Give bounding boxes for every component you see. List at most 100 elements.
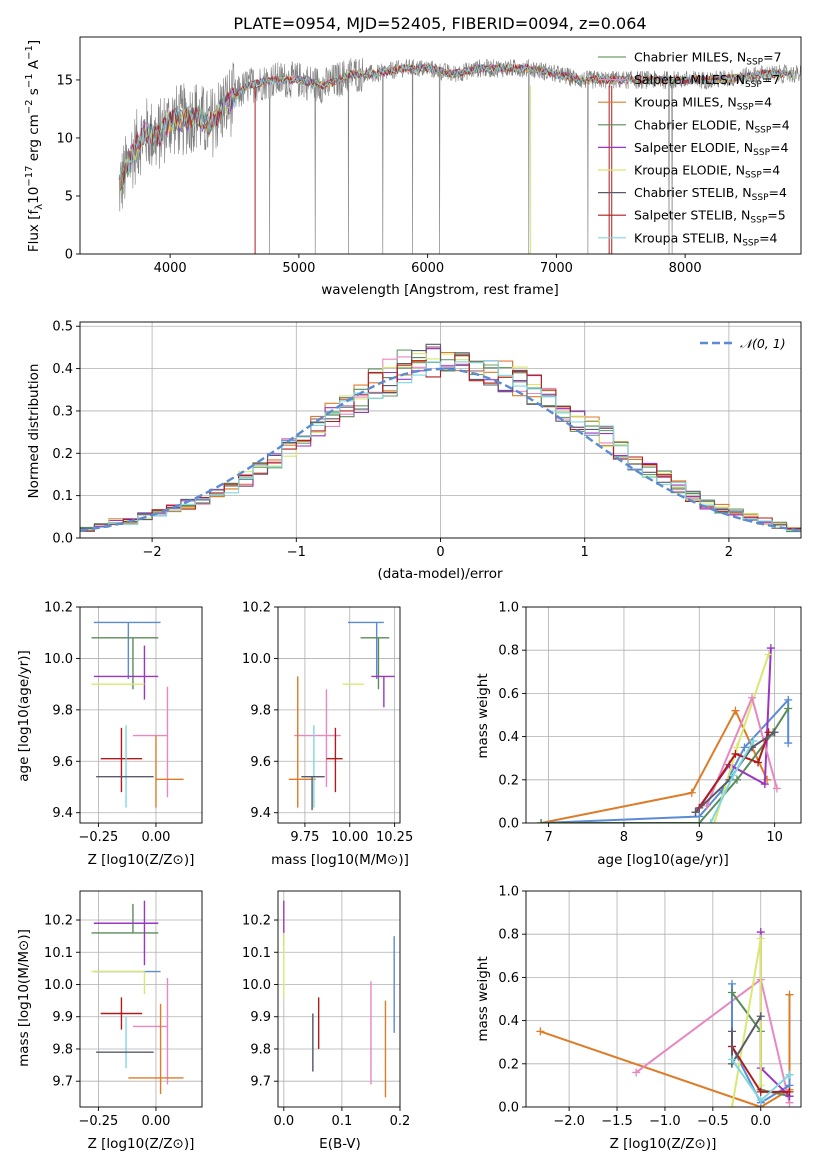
histogram-step-series [80, 360, 801, 531]
ylabel-part: −2 [24, 99, 35, 114]
mass-age-axes: 9.75 10.00 10.25 9.4 9.6 9.8 10.0 10.2 [242, 601, 413, 846]
mass-weight-point [731, 706, 740, 715]
mass-weight-point [756, 1087, 765, 1096]
mass-weight-series [540, 994, 791, 1107]
legend-label: Salpeter STELIB, NSSP=5 [634, 208, 786, 226]
y-tick-label: 9.8 [250, 1042, 271, 1057]
y-tick-label: 0.5 [52, 320, 73, 335]
age-weight-xlabel: age [log10(age/yr)] [597, 852, 729, 868]
mass-weight-point [702, 801, 711, 810]
y-tick-label: 0.0 [52, 532, 73, 547]
mass-weight-point [710, 819, 719, 823]
y-tick-label: 9.8 [250, 703, 271, 718]
ylabel-part: s [26, 88, 42, 99]
legend-label: Salpeter ELODIE, NSSP=4 [634, 140, 789, 158]
legend-label-count: =4 [754, 95, 772, 110]
x-tick-label: 9.75 [290, 830, 319, 845]
y-tick-label: 10.1 [242, 946, 271, 961]
mass-weight-point [754, 758, 763, 767]
y-tick-label: 10 [56, 131, 73, 146]
mass-weight-point [706, 819, 715, 823]
legend-label-sub: SSP [752, 193, 769, 203]
y-tick-label: 9.4 [250, 806, 271, 821]
mass-weight-point [772, 784, 781, 793]
x-tick-label: 8 [620, 830, 628, 845]
z-mass-xlabel: Z [log10(Z/Z⊙)] [88, 1136, 195, 1152]
x-tick-label: 4000 [154, 261, 187, 276]
mass-weight-point [728, 1027, 737, 1036]
y-tick-label: 0.3 [52, 404, 73, 419]
y-tick-label: 10.0 [44, 652, 73, 667]
mass-weight-point [537, 819, 546, 823]
mass-weight-point [728, 988, 737, 997]
y-tick-label: 9.8 [52, 703, 73, 718]
x-tick-label: 10.25 [376, 830, 413, 845]
mass-weight-point [770, 728, 779, 737]
mass-weight-series [541, 707, 790, 823]
legend-label: Kroupa MILES, NSSP=4 [634, 95, 772, 113]
y-tick-label: 0.6 [498, 971, 519, 986]
legend-label-count: =5 [767, 208, 785, 223]
y-tick-label: 0.1 [52, 489, 73, 504]
spectrum-axes-plot-area [118, 57, 801, 254]
x-tick-label: 10.00 [331, 830, 368, 845]
x-tick-label: 0.0 [750, 1114, 771, 1129]
ylabel-part: −17 [24, 166, 35, 187]
mass-weight-point [695, 819, 704, 823]
ylabel-part: −1 [24, 45, 35, 60]
mass-weight-point [691, 808, 700, 817]
legend-label-text: Kroupa ELODIE, N [634, 163, 745, 178]
spectrum-frame [79, 36, 802, 255]
y-tick-label: 0.8 [498, 644, 519, 659]
histogram-ylabel: Normed distribution [26, 364, 42, 499]
x-tick-label: 2 [725, 545, 733, 560]
legend-label: Chabrier MILES, NSSP=7 [634, 50, 782, 68]
x-tick-label: 7000 [540, 261, 573, 276]
mass-weight-point [728, 979, 737, 988]
age-weight-axes: 7 8 9 10 0.0 0.2 0.4 0.6 0.8 1.0 [498, 601, 802, 845]
ebv-mass-xlabel: E(B-V) [319, 1136, 361, 1152]
x-tick-label: 1 [581, 545, 589, 560]
y-tick-label: 10.0 [242, 978, 271, 993]
y-tick-label: 1.0 [498, 885, 519, 900]
mass-weight-point [785, 990, 794, 999]
legend-label-sub: SSP [753, 148, 770, 158]
mass-weight-point [732, 743, 741, 752]
y-tick-label: 9.7 [52, 1075, 73, 1090]
z-age-xlabel: Z [log10(Z/Z⊙)] [88, 852, 195, 868]
y-tick-label: 10.2 [44, 914, 73, 929]
legend-label-sub: SSP [745, 80, 762, 90]
mass-age-axes-plot-area [278, 607, 400, 823]
legend-label-sub: SSP [737, 103, 754, 113]
z-mass-ylabel: mass [log10(M/M⊙)] [16, 929, 32, 1067]
x-tick-label: −0.25 [78, 830, 118, 845]
ylabel-part: −1 [24, 73, 35, 88]
y-tick-label: 0.4 [498, 1014, 519, 1029]
z-weight-axes: −2.0 −1.5 −1.0 −0.5 0.0 0.0 0.2 0.4 0.6 0.8 1.0 [498, 885, 802, 1129]
legend-label-text: Salpeter ELODIE, N [634, 140, 753, 155]
ylabel-part: A [26, 59, 42, 73]
mass-age-xlabel: mass [log10(M/M⊙)] [271, 852, 409, 868]
legend-label-count: =4 [770, 140, 788, 155]
legend-label-text: Chabrier ELODIE, N [634, 117, 754, 132]
x-tick-label: 0.00 [141, 830, 170, 845]
histogram-xlabel: (data-model)/error [377, 566, 503, 582]
legend-label-sub: SSP [746, 58, 763, 68]
y-tick-label: 10.0 [44, 978, 73, 993]
mass-weight-point [732, 775, 741, 784]
age-weight-ylabel: mass weight [475, 673, 491, 758]
mass-weight-point [785, 1087, 794, 1096]
y-tick-label: 5 [65, 189, 73, 204]
mass-weight-point [536, 1027, 545, 1036]
mass-weight-point [632, 1068, 641, 1077]
mass-age-frame [277, 606, 401, 824]
mass-weight-point [756, 934, 765, 943]
z-weight-frame [525, 890, 802, 1108]
y-tick-label: 0.6 [498, 687, 519, 702]
mass-weight-point [740, 743, 749, 752]
legend-label-sub: SSP [750, 216, 767, 226]
model-spectrum-line [121, 62, 795, 187]
x-tick-label: 5000 [282, 261, 315, 276]
mass-weight-point [687, 788, 696, 797]
